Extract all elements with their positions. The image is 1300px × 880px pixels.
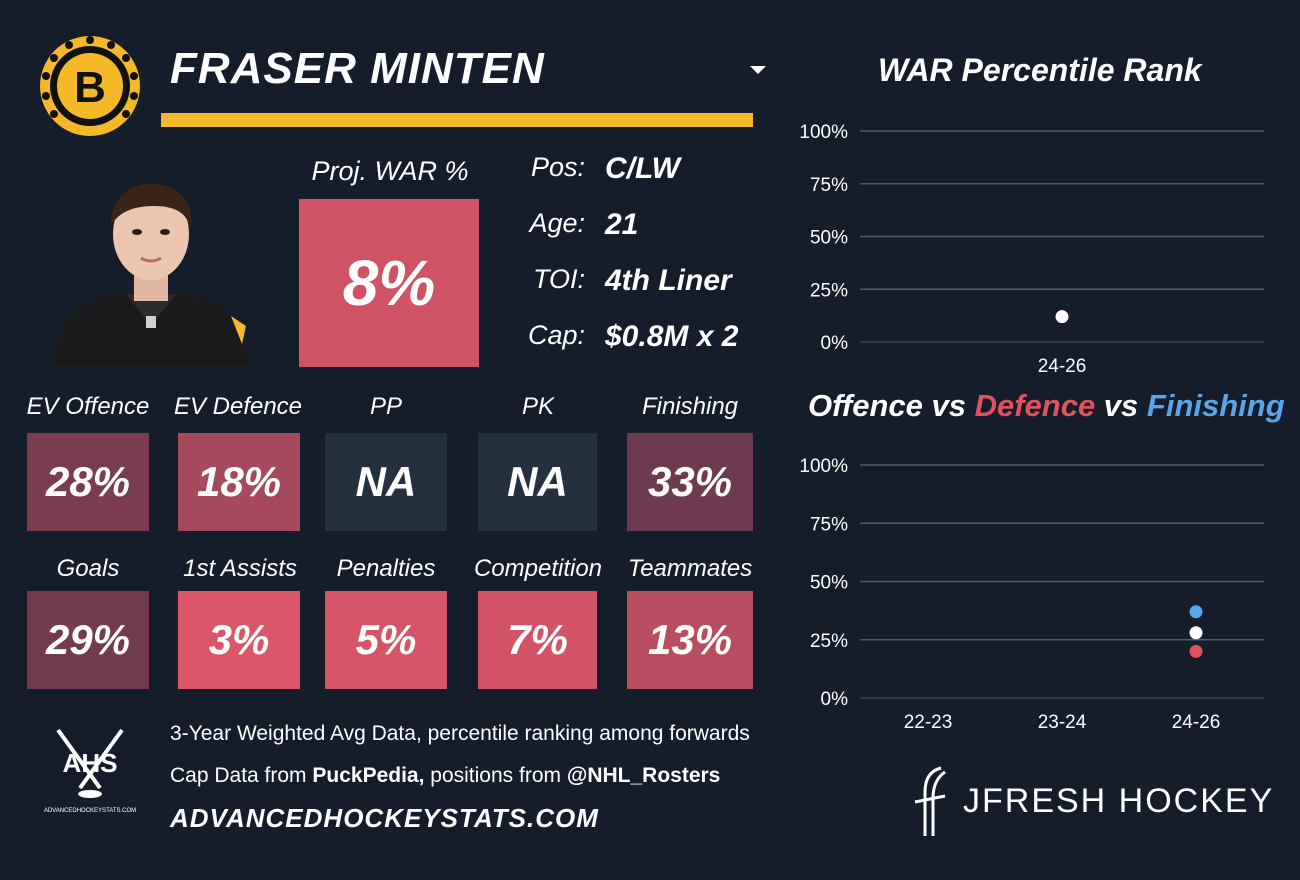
title-underline	[161, 113, 753, 127]
stat-box-ev-defence: 18%	[178, 433, 300, 531]
stat-box-competition: 7%	[478, 591, 597, 689]
y-tick-label: 75%	[810, 175, 848, 196]
y-tick-label: 25%	[810, 631, 848, 652]
proj-war-label: Proj. WAR %	[311, 156, 469, 186]
player-photo	[46, 176, 256, 366]
offence-defence-finishing-chart: 100% 75% 50% 25% 0% 22-23 23-24 24-26	[799, 456, 1264, 733]
info-row-age: Age: 21	[510, 208, 770, 248]
stat-value-finishing: 33%	[647, 458, 733, 505]
finishing-point	[1189, 605, 1203, 619]
x-tick-label: 24-26	[1038, 356, 1087, 377]
ovd-title-vs-2: vs	[1095, 388, 1147, 423]
stat-label-penalties: Penalties	[336, 555, 436, 582]
info-row-pos: Pos: C/LW	[510, 152, 770, 192]
footer-positions-prefix: positions from	[424, 764, 567, 787]
ovd-title-offence: Offence	[808, 388, 923, 423]
footer-puckpedia: PuckPedia,	[312, 764, 425, 787]
pos-value: C/LW	[605, 152, 680, 185]
footer-site-url: ADVANCEDHOCKEYSTATS.COM	[170, 803, 599, 833]
ahs-logo-icon: AHS ADVANCEDHOCKEYSTATS.COM	[44, 728, 136, 814]
stat-box-finishing: 33%	[627, 433, 753, 531]
stat-value-pp: NA	[355, 458, 417, 505]
stat-label-1st-assists: 1st Assists	[183, 555, 297, 582]
ahs-logo-text: AHS	[63, 748, 118, 778]
jfresh-logo-text: JFRESH HOCKEY	[963, 782, 1274, 820]
toi-label: TOI:	[532, 264, 585, 294]
stat-value-penalties: 5%	[355, 616, 417, 663]
logo-letter: B	[74, 63, 106, 112]
stat-label-competition: Competition	[473, 555, 603, 582]
ovd-chart-title: Offence vs Defence vs Finishing	[808, 388, 1285, 424]
stat-value-goals: 29%	[45, 616, 131, 663]
ovd-title-defence: Defence	[974, 388, 1096, 423]
stat-box-ev-offence: 28%	[27, 433, 149, 531]
stat-box-penalties: 5%	[325, 591, 447, 689]
proj-war-box: 8%	[299, 199, 479, 367]
stat-value-teammates: 13%	[647, 616, 733, 663]
x-tick-label: 24-26	[1172, 712, 1221, 733]
war-percentile-chart: 100% 75% 50% 25% 0% 24-26	[799, 122, 1264, 377]
stat-label-ev-offence: EV Offence	[26, 393, 150, 420]
y-tick-label: 75%	[810, 514, 848, 535]
stat-box-pp: NA	[325, 433, 447, 531]
stat-value-ev-offence: 28%	[45, 458, 131, 505]
player-select-dropdown-icon[interactable]	[750, 66, 766, 74]
war-point	[1055, 310, 1069, 324]
ovd-title-vs-1: vs	[922, 388, 975, 423]
stat-box-goals: 29%	[27, 591, 149, 689]
y-tick-label: 50%	[810, 228, 848, 249]
cap-label: Cap:	[527, 320, 585, 350]
ovd-title-finishing: Finishing	[1146, 388, 1285, 423]
y-tick-label: 100%	[799, 456, 848, 477]
footer-cap-prefix: Cap Data from	[170, 764, 313, 787]
proj-war-value: 8%	[342, 247, 436, 319]
stat-value-competition: 7%	[507, 616, 568, 663]
player-name: FRASER MINTEN	[170, 44, 545, 93]
stat-label-pp: PP	[369, 393, 402, 420]
war-chart-title: WAR Percentile Rank	[878, 52, 1202, 88]
stat-label-ev-defence: EV Defence	[173, 393, 303, 420]
footer-note-data: 3-Year Weighted Avg Data, percentile ran…	[170, 722, 750, 745]
y-tick-label: 0%	[821, 333, 849, 354]
bruins-logo-icon: B	[40, 36, 140, 136]
footer-note-sources: Cap Data from PuckPedia, positions from …	[170, 764, 720, 788]
stat-value-pk: NA	[507, 458, 568, 505]
x-tick-label: 23-24	[1038, 712, 1087, 733]
info-row-cap: Cap: $0.8M x 2	[510, 320, 770, 360]
ahs-logo-subtext: ADVANCEDHOCKEYSTATS.COM	[44, 808, 136, 814]
y-tick-label: 50%	[810, 573, 848, 594]
stat-value-1st-assists: 3%	[208, 616, 270, 663]
stat-label-pk: PK	[521, 393, 554, 420]
offence-point	[1189, 626, 1203, 640]
pos-label: Pos:	[530, 152, 585, 182]
jfresh-logo-icon: JFRESH HOCKEY	[914, 766, 1274, 836]
stat-box-teammates: 13%	[627, 591, 753, 689]
info-row-toi: TOI: 4th Liner	[510, 264, 770, 304]
stat-label-finishing: Finishing	[641, 393, 739, 420]
footer-nhl-rosters: @NHL_Rosters	[566, 764, 721, 787]
cap-value: $0.8M x 2	[605, 320, 739, 353]
stat-box-1st-assists: 3%	[178, 591, 300, 689]
stat-label-goals: Goals	[56, 555, 120, 582]
x-tick-label: 22-23	[904, 712, 953, 733]
defence-point	[1189, 644, 1203, 658]
y-tick-label: 100%	[799, 122, 848, 143]
stat-value-ev-defence: 18%	[196, 458, 282, 505]
stat-box-pk: NA	[478, 433, 597, 531]
y-tick-label: 0%	[821, 689, 849, 710]
y-tick-label: 25%	[810, 280, 848, 301]
toi-value: 4th Liner	[605, 264, 732, 297]
stat-label-teammates: Teammates	[627, 555, 753, 582]
age-label: Age:	[529, 208, 585, 238]
age-value: 21	[605, 208, 639, 241]
